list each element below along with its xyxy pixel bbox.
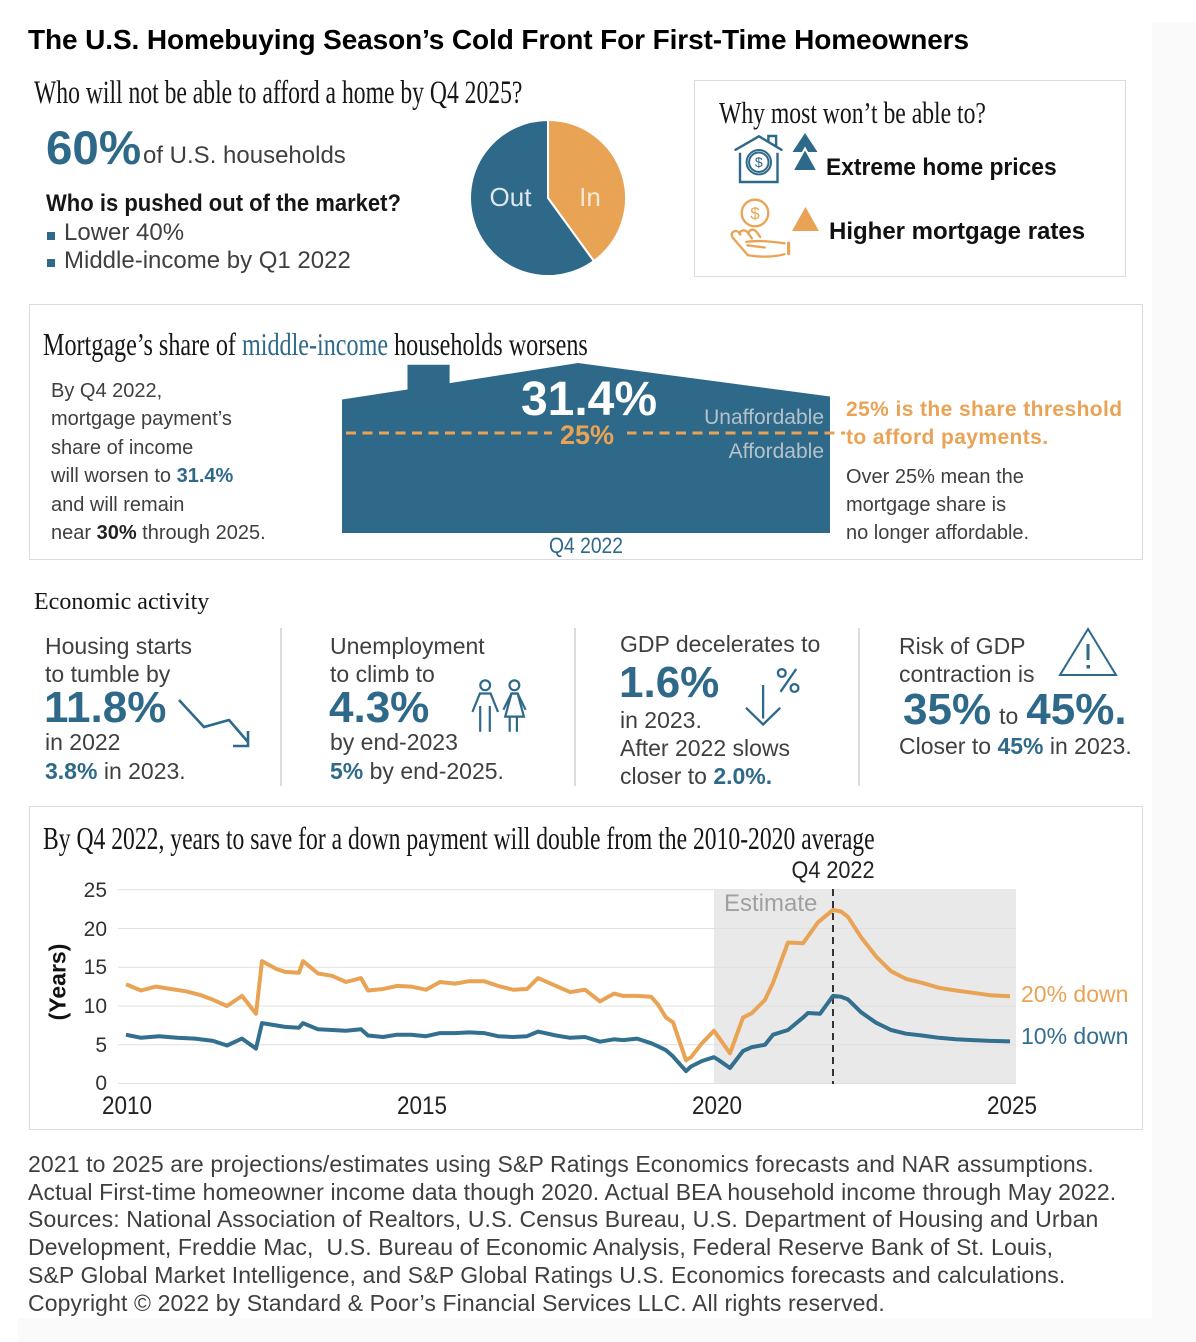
svg-text:$: $ bbox=[750, 204, 760, 223]
svg-text:2010: 2010 bbox=[102, 1092, 152, 1120]
svg-text:Affordable: Affordable bbox=[729, 440, 824, 463]
svg-text:Out: Out bbox=[490, 182, 533, 212]
svg-text:5: 5 bbox=[95, 1034, 107, 1057]
svg-text:Q4 2022: Q4 2022 bbox=[549, 533, 623, 558]
svg-text:Estimate: Estimate bbox=[724, 890, 817, 917]
svg-text:31.4%: 31.4% bbox=[521, 373, 657, 426]
svg-text:In: In bbox=[579, 182, 601, 212]
svg-text:$: $ bbox=[755, 154, 763, 170]
svg-text:2025: 2025 bbox=[987, 1092, 1037, 1120]
svg-text:0: 0 bbox=[95, 1072, 107, 1095]
svg-text:15: 15 bbox=[84, 956, 107, 979]
svg-text:Unaffordable: Unaffordable bbox=[704, 406, 824, 429]
svg-text:2020: 2020 bbox=[692, 1092, 742, 1120]
svg-text:10: 10 bbox=[84, 995, 107, 1018]
svg-text:20% down: 20% down bbox=[1021, 981, 1128, 1007]
svg-text:(Years): (Years) bbox=[45, 944, 71, 1021]
svg-text:20: 20 bbox=[84, 918, 107, 941]
svg-text:25: 25 bbox=[84, 879, 107, 902]
svg-text:2015: 2015 bbox=[397, 1092, 447, 1120]
svg-text:25%: 25% bbox=[560, 420, 614, 450]
svg-text:10% down: 10% down bbox=[1021, 1023, 1128, 1049]
svg-text:Q4 2022: Q4 2022 bbox=[792, 857, 875, 884]
